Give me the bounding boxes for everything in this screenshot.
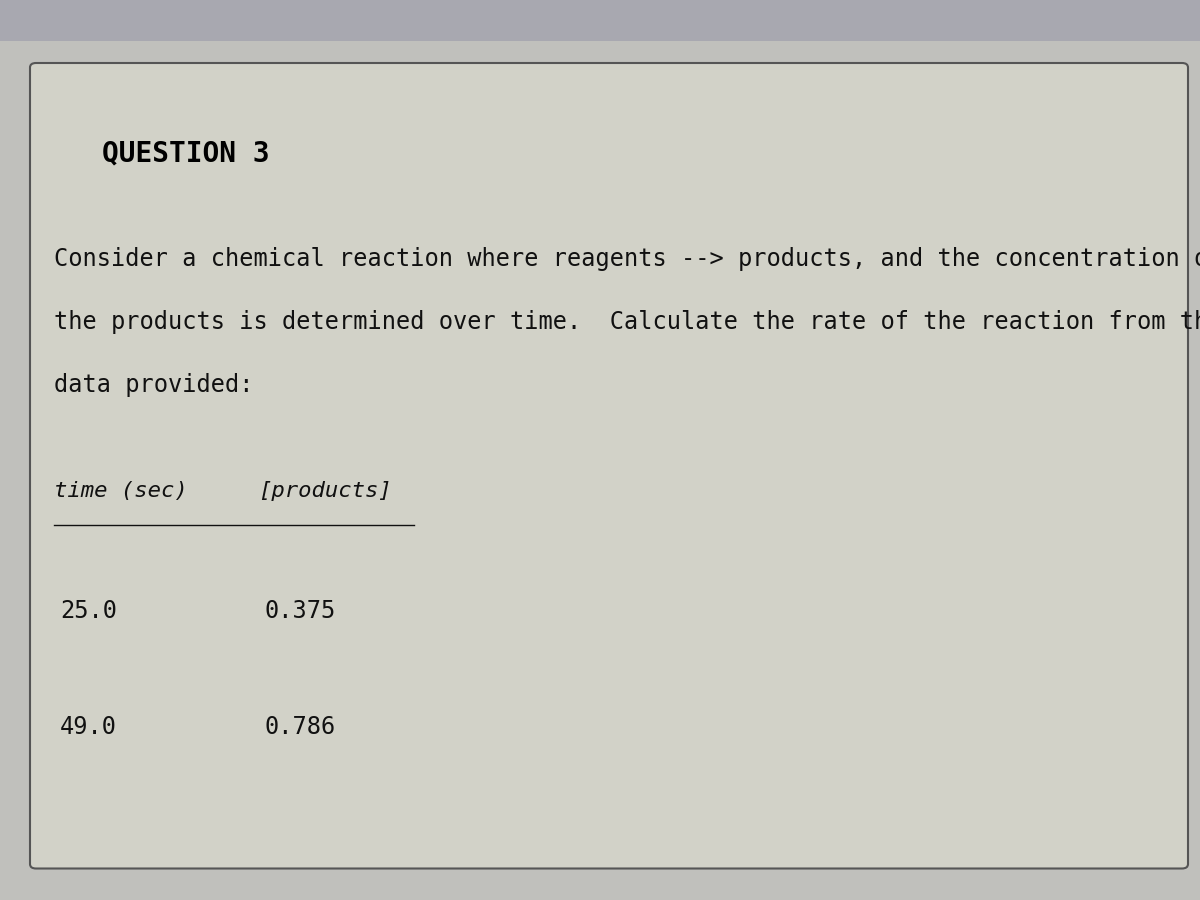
FancyBboxPatch shape — [30, 63, 1188, 868]
Text: 49.0: 49.0 — [60, 716, 118, 740]
Text: data provided:: data provided: — [54, 374, 253, 398]
Text: [products]: [products] — [258, 482, 391, 501]
Text: 25.0: 25.0 — [60, 598, 118, 623]
Text: 0.375: 0.375 — [264, 598, 335, 623]
Text: 0.786: 0.786 — [264, 716, 335, 740]
Text: QUESTION 3: QUESTION 3 — [102, 140, 270, 167]
Text: Consider a chemical reaction where reagents --> products, and the concentration : Consider a chemical reaction where reage… — [54, 248, 1200, 272]
Text: time (sec): time (sec) — [54, 482, 187, 501]
Text: the products is determined over time.  Calculate the rate of the reaction from t: the products is determined over time. Ca… — [54, 310, 1200, 335]
FancyBboxPatch shape — [0, 0, 1200, 40]
